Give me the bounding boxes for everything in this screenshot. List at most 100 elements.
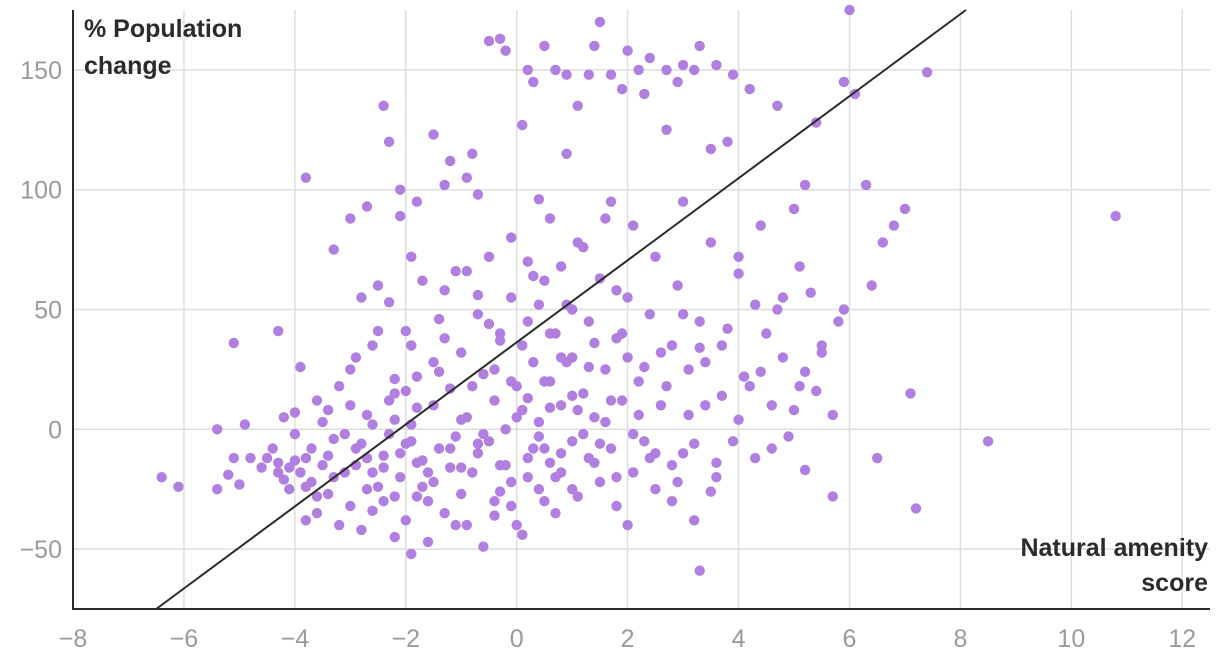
data-point [361,201,373,212]
data-point [750,452,761,464]
data-point [522,64,533,76]
data-point [777,292,789,303]
data-point [506,376,517,387]
data-point [766,400,777,411]
x-tick-label: 0 [510,625,524,653]
data-point [428,476,439,488]
data-point [694,316,705,327]
data-point [417,481,428,492]
data-point [506,476,517,488]
data-point [572,404,583,416]
data-point [1110,210,1121,222]
data-point [345,500,356,512]
data-point [616,328,628,339]
data-point [383,297,395,308]
data-point [666,496,678,507]
data-point [383,395,395,406]
data-point [555,261,567,272]
data-point [589,457,600,468]
data-point [689,438,700,449]
data-point [345,213,356,224]
data-point [511,412,522,423]
data-point [838,76,850,88]
data-point [755,366,766,377]
data-point [339,428,350,440]
data-point [400,385,411,397]
data-point [389,491,400,502]
data-point [711,59,722,71]
data-point [594,438,606,449]
data-point [644,52,655,64]
data-point [838,304,850,315]
labels-layer: −8 −6 −4 −2 0 2 4 6 8 10 12 −50 0 50 100 150 [20,57,1197,653]
data-point [500,424,511,435]
data-point [517,404,528,416]
data-point [439,179,450,191]
data-point [489,364,500,375]
data-point [677,448,689,459]
x-tick-label: 10 [1057,625,1085,653]
data-point [395,184,406,195]
data-point [622,352,633,363]
data-point [733,251,744,262]
data-point [628,220,639,231]
data-point [905,388,916,399]
data-point [422,536,434,548]
data-point [400,438,411,449]
data-point [633,64,644,76]
data-point [661,124,672,135]
data-point [633,376,644,387]
y-tick-label: 0 [48,416,62,444]
data-point [400,325,411,337]
data-point [622,292,633,303]
x-tick-label: −8 [59,625,88,653]
data-point [383,428,395,440]
data-point [544,402,556,413]
data-point [467,467,478,478]
data-point [339,467,350,478]
data-point [295,467,306,478]
data-point [677,59,689,71]
data-point [788,203,800,215]
data-point [367,467,378,478]
data-point [700,357,711,368]
axes-layer [72,10,1210,610]
data-point [395,210,406,222]
data-point [406,340,417,351]
data-point [356,292,367,303]
data-point [744,83,755,95]
x-tick-label: −4 [281,625,310,653]
data-point [738,371,750,382]
data-point [289,407,301,418]
data-point [439,333,450,344]
data-point [772,100,783,112]
data-point [539,376,550,387]
data-point [317,416,328,428]
data-point [589,412,600,423]
grid-layer [73,10,1210,609]
data-point [578,242,589,253]
data-point [417,275,428,286]
data-point [555,400,567,411]
data-point [311,508,323,519]
data-point [639,361,650,373]
data-point [733,268,744,279]
data-point [860,179,872,191]
data-point [533,299,545,310]
data-point [395,448,406,459]
data-point [395,472,406,483]
data-point [600,364,611,375]
data-point [539,443,550,454]
data-point [799,464,811,476]
data-point [439,285,450,296]
data-point [456,488,467,500]
data-point [522,393,533,404]
data-point [605,395,617,406]
data-point [655,347,667,358]
data-point [406,548,417,560]
data-point [506,500,517,512]
data-point [300,172,312,183]
data-point [367,419,378,430]
data-point [672,76,683,88]
